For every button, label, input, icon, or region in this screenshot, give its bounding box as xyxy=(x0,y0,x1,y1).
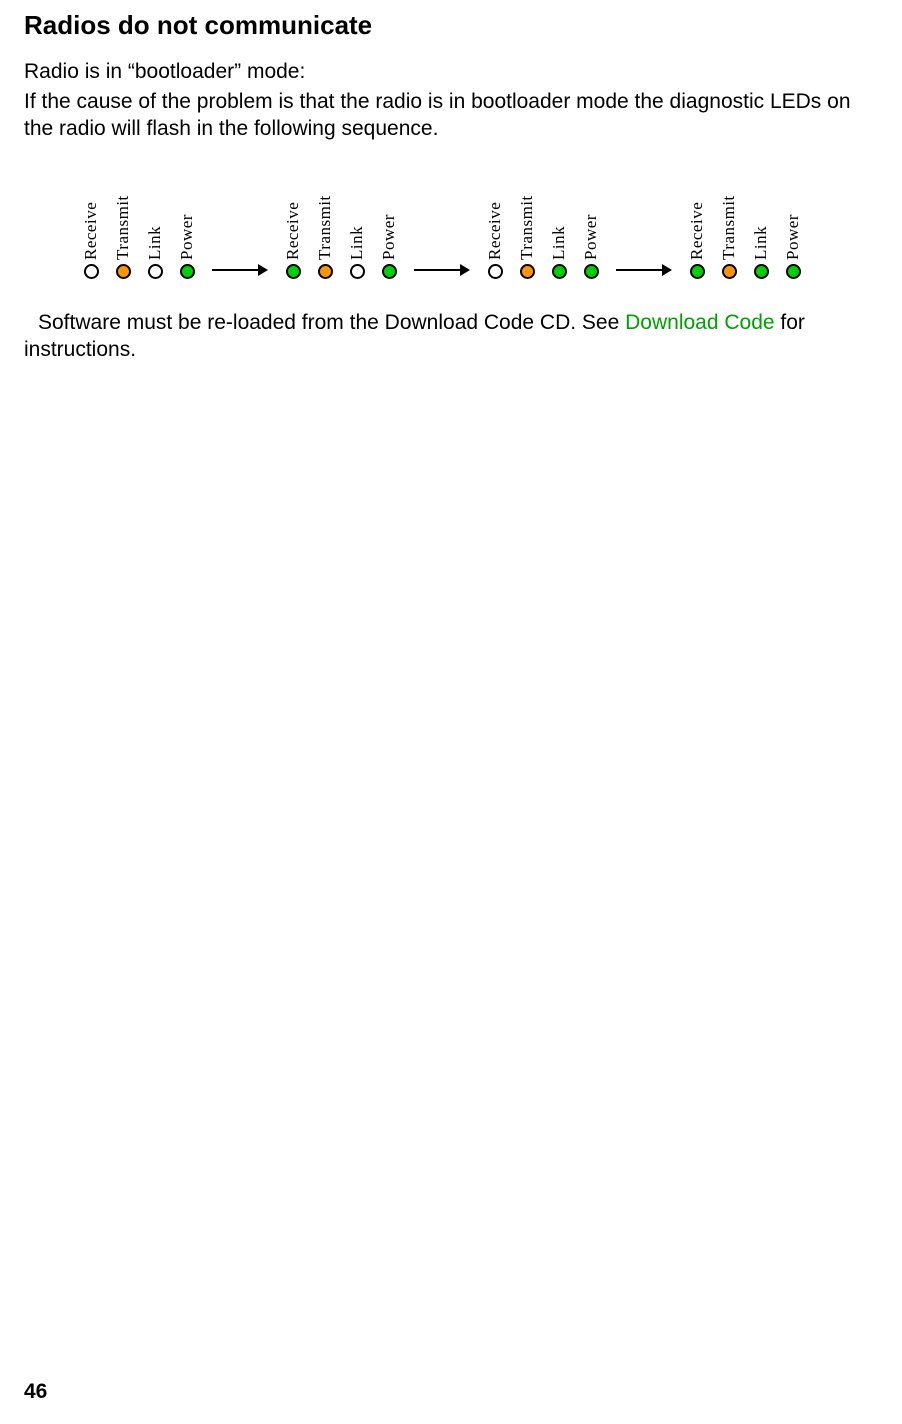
led-column: Power xyxy=(780,182,806,279)
led-state-block: Receive Transmit Link Power xyxy=(78,182,200,279)
led-column: Receive xyxy=(684,182,710,279)
led-indicator xyxy=(690,264,705,279)
led-indicator xyxy=(520,264,535,279)
download-code-link[interactable]: Download Code xyxy=(625,311,774,334)
led-indicator xyxy=(84,264,99,279)
led-column: Transmit xyxy=(110,182,136,279)
led-label: Transmit xyxy=(517,182,537,260)
led-label: Power xyxy=(581,182,601,260)
led-indicator xyxy=(116,264,131,279)
led-label: Power xyxy=(783,182,803,260)
instruction-paragraph: Software must be re-loaded from the Down… xyxy=(24,309,878,364)
led-column: Transmit xyxy=(312,182,338,279)
led-label: Power xyxy=(379,182,399,260)
led-indicator xyxy=(552,264,567,279)
page-title: Radios do not communicate xyxy=(24,10,878,41)
arrow-icon xyxy=(616,263,672,277)
led-sequence-diagram: Receive Transmit Link Power Receive Transmit L… xyxy=(78,182,878,279)
arrow-icon xyxy=(414,263,470,277)
led-label: Link xyxy=(145,182,165,260)
led-indicator xyxy=(584,264,599,279)
led-label: Receive xyxy=(485,182,505,260)
led-indicator xyxy=(148,264,163,279)
led-label: Link xyxy=(347,182,367,260)
led-column: Link xyxy=(748,182,774,279)
led-column: Link xyxy=(142,182,168,279)
paragraph-mode: Radio is in “bootloader” mode: xyxy=(24,59,878,85)
led-state-block: Receive Transmit Link Power xyxy=(482,182,604,279)
led-column: Power xyxy=(174,182,200,279)
led-column: Transmit xyxy=(716,182,742,279)
led-column: Receive xyxy=(482,182,508,279)
led-label: Transmit xyxy=(113,182,133,260)
led-column: Transmit xyxy=(514,182,540,279)
led-column: Link xyxy=(344,182,370,279)
led-indicator xyxy=(488,264,503,279)
led-indicator xyxy=(722,264,737,279)
led-label: Power xyxy=(177,182,197,260)
led-state-block: Receive Transmit Link Power xyxy=(280,182,402,279)
page-number: 46 xyxy=(24,1380,47,1404)
led-indicator xyxy=(180,264,195,279)
led-indicator xyxy=(350,264,365,279)
led-label: Link xyxy=(549,182,569,260)
led-column: Power xyxy=(376,182,402,279)
led-label: Receive xyxy=(81,182,101,260)
led-column: Link xyxy=(546,182,572,279)
led-indicator xyxy=(286,264,301,279)
led-label: Transmit xyxy=(315,182,335,260)
led-indicator xyxy=(754,264,769,279)
paragraph-description: If the cause of the problem is that the … xyxy=(24,89,878,142)
led-column: Power xyxy=(578,182,604,279)
led-label: Receive xyxy=(687,182,707,260)
led-column: Receive xyxy=(78,182,104,279)
led-label: Transmit xyxy=(719,182,739,260)
led-indicator xyxy=(318,264,333,279)
led-label: Receive xyxy=(283,182,303,260)
led-indicator xyxy=(382,264,397,279)
led-label: Link xyxy=(751,182,771,260)
arrow-icon xyxy=(212,263,268,277)
led-state-block: Receive Transmit Link Power xyxy=(684,182,806,279)
led-indicator xyxy=(786,264,801,279)
instruction-prefix: Software must be re-loaded from the Down… xyxy=(38,311,625,334)
led-column: Receive xyxy=(280,182,306,279)
